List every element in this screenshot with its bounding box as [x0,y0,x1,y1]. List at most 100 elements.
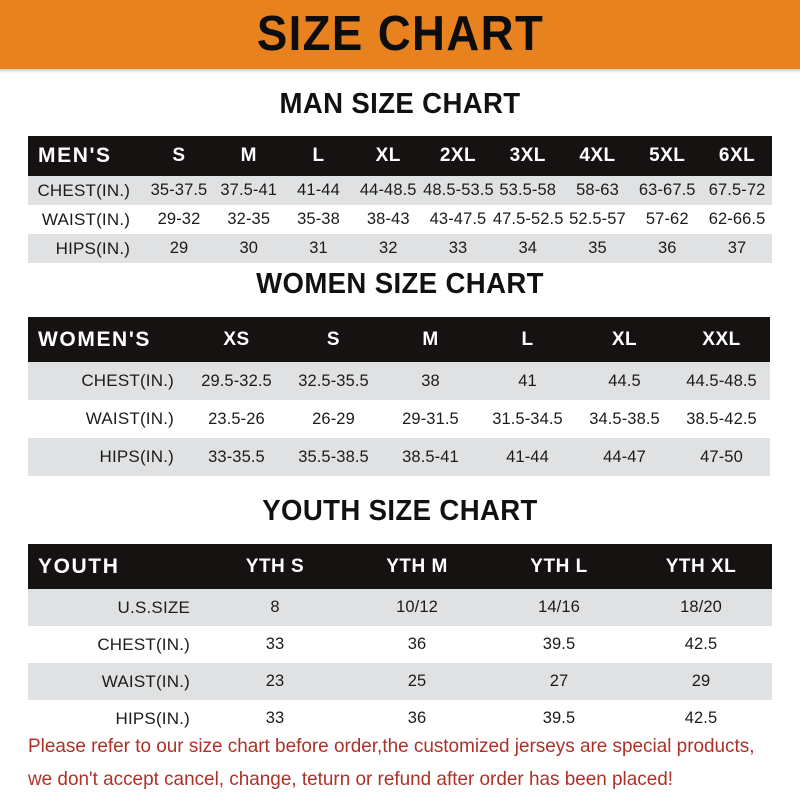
table-cell: 32-35 [227,210,271,228]
youth-size-table: YOUTH YTH S YTH M YTH L YTH XL U.S.SIZE 8 10/12… [28,544,772,737]
youth-section-title: YOUTH SIZE CHART [262,495,538,527]
table-cell: 34.5-38.5 [589,409,660,428]
table-cell: 35.5-38.5 [298,447,369,466]
table-cell: 33 [448,239,468,257]
women-size-header-3: L [521,328,534,350]
banner-title: SIZE CHART [256,7,544,61]
women-row-label-2: HIPS(IN.) [99,447,174,466]
table-cell: 44-47 [603,447,646,466]
table-cell: 27 [549,672,569,690]
youth-row-label-3: HIPS(IN.) [115,708,190,728]
women-row-label-0: CHEST(IN.) [81,371,174,390]
men-size-header-4: 2XL [439,145,477,166]
table-cell: 29-31.5 [402,409,459,428]
table-cell: 23.5-26 [208,409,265,428]
table-row: CHEST(IN.) 33 36 39.5 42.5 [28,626,772,663]
table-cell: 38.5-42.5 [686,409,757,428]
table-cell: 38.5-41 [402,447,459,466]
women-size-header-0: XS [223,328,250,350]
table-cell: 29 [691,672,711,690]
men-size-header-6: 4XL [579,145,616,166]
table-cell: 52.5-57 [569,210,626,228]
footer-note-line-2: we don't accept cancel, change, teturn o… [28,768,674,790]
men-row-label-header: MEN'S [38,144,112,167]
table-cell: 33 [265,709,285,727]
table-row: HIPS(IN.) 33 36 39.5 42.5 [28,700,772,737]
table-cell: 30 [239,239,259,257]
youth-size-header-2: YTH L [530,555,588,577]
table-cell: 41 [518,371,537,390]
table-row: HIPS(IN.) 29 30 31 32 33 34 35 36 37 [28,234,772,263]
men-row-label-2: HIPS(IN.) [55,238,131,258]
table-cell: 32 [378,239,398,257]
men-size-table: MEN'S S M L XL 2XL 3XL 4XL 5XL 6XL CHEST(IN.) 35-37… [28,136,772,263]
table-cell: 44-48.5 [359,181,417,199]
table-cell: 36 [407,709,427,727]
men-size-header-3: XL [375,145,401,166]
youth-row-label-2: WAIST(IN.) [101,671,190,691]
table-cell: 63-67.5 [638,181,696,199]
table-cell: 33-35.5 [208,447,265,466]
women-size-header-1: S [326,328,341,350]
table-cell: 38 [421,371,440,390]
men-size-header-1: M [240,145,257,166]
men-size-header-5: 3XL [509,145,546,166]
table-cell: 29-32 [157,210,201,228]
table-cell: 38-43 [366,210,410,228]
youth-row-label-0: U.S.SIZE [117,597,190,617]
table-cell: 42.5 [684,709,718,727]
table-cell: 39.5 [542,709,576,727]
table-cell: 41-44 [506,447,549,466]
table-row: CHEST(IN.) 29.5-32.5 32.5-35.5 38 41 44.5 44.5… [28,362,770,400]
table-cell: 36 [407,635,427,653]
table-cell: 34 [518,239,538,257]
table-cell: 37 [727,239,747,257]
table-cell: 8 [270,598,280,616]
men-table-header-row: MEN'S S M L XL 2XL 3XL 4XL 5XL 6XL [28,136,772,176]
banner-shadow [0,69,800,73]
table-cell: 29.5-32.5 [201,371,272,390]
table-cell: 31.5-34.5 [492,409,563,428]
table-cell: 43-47.5 [429,210,487,228]
table-cell: 44.5 [608,371,641,390]
table-cell: 14/16 [538,598,580,616]
table-cell: 62-66.5 [708,210,766,228]
table-cell: 29 [169,239,189,257]
youth-table-header-row: YOUTH YTH S YTH M YTH L YTH XL [28,544,772,589]
youth-size-header-0: YTH S [245,555,305,577]
banner: SIZE CHART [0,0,800,69]
youth-size-header-3: YTH XL [665,555,737,577]
men-size-header-0: S [172,145,186,166]
table-cell: 37.5-41 [220,181,278,199]
table-cell: 35-37.5 [150,181,208,199]
footer-note-line-1: Please refer to our size chart before or… [28,735,755,757]
table-cell: 67.5-72 [708,181,766,199]
men-size-header-2: L [312,145,325,166]
table-cell: 33 [265,635,285,653]
women-section-title: WOMEN SIZE CHART [256,268,544,300]
footer-note: Please refer to our size chart before or… [28,730,761,796]
table-cell: 58-63 [576,181,619,199]
women-size-header-5: XXL [702,328,741,350]
table-cell: 41-44 [297,181,340,199]
men-row-label-0: CHEST(IN.) [37,180,131,200]
women-row-label-1: WAIST(IN.) [85,409,174,428]
men-row-label-1: WAIST(IN.) [41,209,131,229]
women-size-header-2: M [422,328,439,350]
table-cell: 39.5 [542,635,576,653]
youth-size-header-1: YTH M [386,555,448,577]
table-row: WAIST(IN.) 23 25 27 29 [28,663,772,700]
table-cell: 26-29 [312,409,355,428]
table-cell: 53.5-58 [499,181,557,199]
table-cell: 47.5-52.5 [492,210,564,228]
table-cell: 48.5-53.5 [423,181,494,199]
men-section-title: MAN SIZE CHART [279,88,521,120]
youth-row-label-header: YOUTH [38,554,120,578]
table-cell: 35 [588,239,607,257]
table-cell: 31 [309,239,328,257]
table-cell: 47-50 [700,447,743,466]
men-size-header-8: 6XL [718,145,756,166]
women-size-table: WOMEN'S XS S M L XL XXL CHEST(IN.) 29.5-32.5 32.5… [28,317,770,476]
women-size-header-4: XL [611,328,638,350]
